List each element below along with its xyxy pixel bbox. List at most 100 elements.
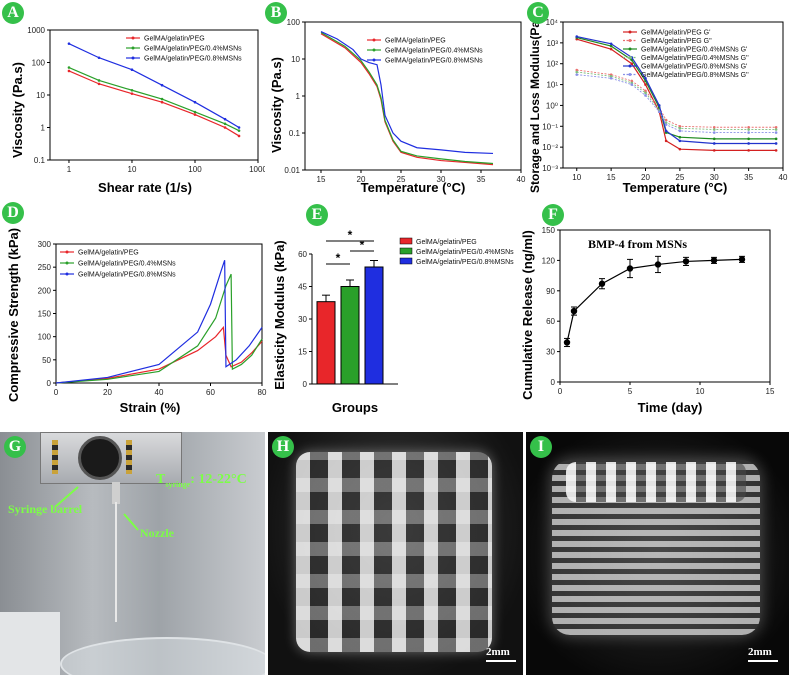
c-data-point [678,124,682,128]
c-data-point [664,129,668,133]
c-legend-label: GelMA/gelatin/PEG/0.8%MSNs G'' [641,72,749,79]
b-legend-label: GelMA/gelatin/PEG/0.8%MSNs [385,58,483,65]
c-data-point [678,147,682,151]
c-xtick-label: 20 [641,173,650,182]
e-ytick-label: 30 [298,315,307,324]
f-ytick-label: 150 [542,226,556,235]
b-series-line-3 [320,31,494,155]
a-xtick-label: 1000 [249,165,265,174]
e-legend-swatch [399,237,413,245]
c-data-point [575,68,579,72]
c-data-point [747,149,750,152]
a-data-point [160,83,164,87]
d-series-line-3 [55,260,263,384]
c-data-point [774,137,778,141]
b-xtick-label: 25 [397,175,406,184]
a-data-point [97,82,101,86]
a-ytick-label: 1 [41,124,46,133]
c-legend-marker [628,30,632,34]
a-data-point [237,134,241,138]
temp-label: Tsyringe: 12-22°C [156,472,247,489]
a-ytick-label: 1000 [27,26,45,35]
panel-d-svg: 0 20 40 60 80 0 50 100 150 200 250 300 GelMA/gelatin… [6,228,267,415]
c-data-point [678,135,682,139]
a-ytick-label: 10 [36,91,45,100]
b-xlabel: Temperature (°C) [361,180,466,195]
c-data-point [712,149,716,152]
f-plot-frame [559,229,771,383]
f-data-point [570,307,578,315]
scaffold-top [566,462,746,502]
d-xtick-label: 80 [258,388,267,397]
panel-letter-g: G [4,436,26,458]
c-xtick-label: 30 [710,173,719,182]
c-data-point [657,104,661,107]
panel-a: 1 10 100 1000 0.1 1 10 100 1000 GelMA/gelatin/PEG… [0,0,265,200]
c-xtick-label: 10 [572,173,581,182]
c-data-point [644,83,647,86]
f-data-point [654,261,662,268]
c-data-point [774,125,778,129]
d-legend-marker [65,261,69,265]
d-legend-marker [65,250,69,254]
b-series-line-2 [320,31,494,165]
c-xlabel: Temperature (°C) [623,180,728,195]
d-ytick-label: 150 [38,310,52,319]
panel-letter-a: A [2,2,24,24]
c-data-point [609,76,613,80]
c-xtick-label: 15 [607,173,616,182]
a-legend-label: GelMA/gelatin/PEG/0.8%MSNs [144,56,242,63]
d-ytick-label: 0 [47,379,52,388]
d-ytick-label: 300 [38,240,52,249]
panel-letter-c: C [527,2,549,24]
f-data-point [682,258,690,265]
nozzle-arrow [123,513,139,531]
a-data-point [130,88,134,92]
a-data-point [223,122,227,126]
d-series-line-2 [55,273,263,384]
chart-a: 1 10 100 1000 0.1 1 10 100 1000 GelMA/gelatin/PEG… [27,26,265,174]
f-ytick-label: 0 [551,378,556,387]
c-data-point [575,70,579,74]
panel-b-svg: 15 20 25 30 35 40 0.01 0.1 1 10 100 GelMA/gelatin/P… [269,18,526,195]
f-xtick-label: 15 [766,387,775,396]
panel-letter-e: E [306,204,328,226]
c-legend-label: GelMA/gelatin/PEG G'' [641,38,712,45]
d-ytick-label: 50 [42,356,51,365]
b-legend-label: GelMA/gelatin/PEG/0.4%MSNs [385,48,483,55]
d-ytick-label: 250 [38,263,52,272]
a-legend-label: GelMA/gelatin/PEG/0.4%MSNs [144,46,242,53]
a-ylabel: Viscosity (Pa.s) [10,62,25,158]
c-plot-frame [562,21,784,169]
b-legend-marker [372,48,376,52]
c-data-point [774,131,778,134]
c-data-point [774,128,778,131]
e-legend-swatch [399,257,413,265]
c-legend-label: GelMA/gelatin/PEG G' [641,30,710,37]
c-ytick-label: 10⁰ [546,101,558,110]
d-xtick-label: 20 [103,388,112,397]
temp-prefix: T [156,472,166,487]
chart-b: 15 20 25 30 35 40 0.01 0.1 1 10 100 GelMA/gelatin/P… [284,18,526,184]
panel-i-photo: 2mm I [526,432,789,675]
a-ytick-label: 0.1 [34,156,46,165]
c-data-point [664,123,668,126]
b-xtick-label: 30 [437,175,446,184]
a-data-point [237,129,241,132]
b-xtick-label: 40 [517,175,526,184]
f-xlabel: Time (day) [638,400,703,415]
panel-b: 15 20 25 30 35 40 0.01 0.1 1 10 100 GelMA/gelatin/P… [263,0,528,200]
c-legend-label: GelMA/gelatin/PEG/0.4%MSNs G'' [641,55,749,62]
i-scale-label: 2mm [748,646,772,658]
c-data-point [747,131,750,134]
a-legend-marker [131,46,135,50]
a-data-point [160,100,164,104]
a-data-point [193,100,197,104]
panel-h-photo: 2mm H [268,432,523,675]
a-ytick-label: 100 [32,59,46,68]
a-data-point [97,56,101,60]
desk-edge [0,612,60,675]
e-ylabel: Elasticity Modulus (kPa) [272,240,287,390]
